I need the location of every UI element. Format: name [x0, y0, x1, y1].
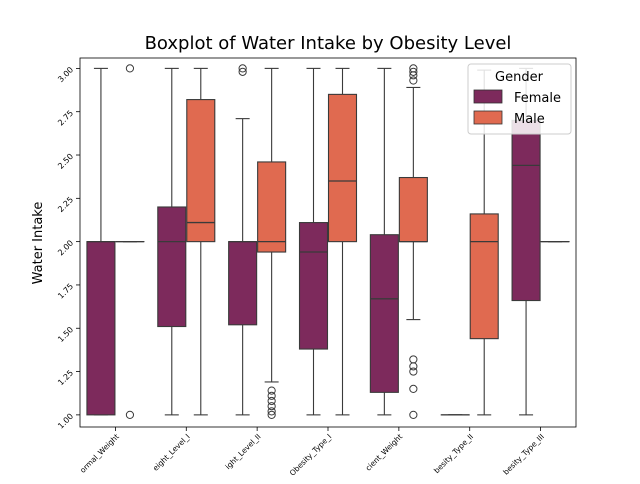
y-tick-label: 2.50: [56, 152, 75, 171]
x-tick-label: besity_Type_II: [432, 432, 475, 475]
y-tick-label: 1.75: [56, 282, 75, 301]
legend-label-female: Female: [514, 91, 561, 106]
outlier-point: [410, 385, 417, 392]
box-female-0: [87, 68, 115, 414]
box-female-2: [229, 65, 257, 415]
outlier-point: [126, 411, 133, 418]
outlier-point: [410, 356, 417, 363]
x-tick-label: ight_Level_II: [223, 432, 262, 471]
box-body: [229, 242, 257, 325]
x-tick-label: ormal_Weight: [78, 432, 121, 475]
y-axis-label: Water Intake: [31, 202, 46, 285]
box-male-0: [116, 65, 144, 419]
y-tick-label: 3.00: [56, 65, 75, 84]
box-male-1: [187, 68, 215, 414]
outlier-point: [268, 387, 275, 394]
box-body: [370, 235, 398, 393]
x-tick-label: cient_Weight: [364, 432, 405, 473]
box-body: [470, 214, 498, 339]
box-female-4: [370, 68, 398, 414]
x-axis: ormal_Weight eight_Level_I ight_Level_II Ob…: [78, 427, 546, 478]
box-female-1: [158, 68, 186, 414]
y-tick-label: 2.25: [56, 195, 75, 214]
legend-swatch-female: [474, 90, 502, 103]
box-body: [329, 94, 357, 241]
legend-swatch-male: [474, 111, 502, 124]
box-body: [87, 242, 115, 415]
y-tick-label: 2.75: [56, 109, 75, 128]
outlier-point: [126, 65, 133, 72]
box-male-2: [258, 68, 286, 418]
box-body: [258, 162, 286, 252]
legend-title: Gender: [495, 70, 544, 85]
x-tick-label: Obesity_Type_I: [288, 432, 334, 478]
box-body: [399, 178, 427, 242]
x-tick-label: besity_Type_III: [501, 432, 546, 477]
y-tick-label: 1.25: [56, 368, 75, 387]
box-body: [300, 223, 328, 349]
outlier-point: [410, 363, 417, 370]
x-tick-label: eight_Level_I: [151, 432, 192, 473]
box-body: [512, 120, 540, 300]
y-axis: 1.00 1.25 1.50 1.75 2.00 2.25 2.50 2.75 3.00: [56, 65, 80, 430]
box-body: [158, 207, 186, 327]
y-tick-label: 1.50: [56, 325, 75, 344]
y-tick-label: 2.00: [56, 238, 75, 257]
y-tick-label: 1.00: [56, 412, 75, 431]
box-body: [187, 100, 215, 242]
legend-label-male: Male: [514, 112, 545, 127]
box-female-3: [300, 68, 328, 414]
box-male-4: [399, 65, 427, 419]
box-male-3: [329, 68, 357, 414]
legend: Gender Female Male: [468, 64, 571, 134]
chart-title: Boxplot of Water Intake by Obesity Level: [145, 33, 512, 54]
outlier-point: [410, 411, 417, 418]
